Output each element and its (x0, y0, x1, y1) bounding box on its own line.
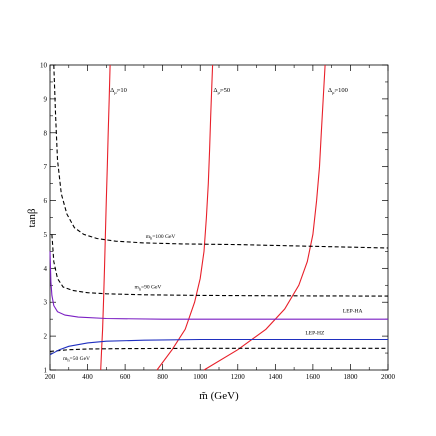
annotation-label: mh=90 GeV (135, 285, 162, 292)
series-line-lep-hz (49, 338, 388, 356)
y-axis-title: tanβ (26, 208, 38, 227)
y-tick-label: 4 (44, 265, 48, 273)
x-tick-label: 1200 (231, 373, 246, 381)
y-tick-label: 9 (44, 95, 48, 103)
series-line-100 (203, 64, 326, 371)
y-tick-label: 6 (44, 197, 48, 205)
series-line-10 (100, 64, 111, 371)
x-tick-label: 200 (45, 373, 56, 381)
annotation-label: Δμ̃=100 (328, 87, 348, 95)
y-tick-label: 1 (44, 367, 48, 375)
x-tick-label: 600 (120, 373, 131, 381)
x-tick-label: 1800 (343, 373, 358, 381)
annotation-label: Δμ̃=10 (110, 87, 127, 95)
series-line-lep-ha (49, 251, 388, 320)
annotation-label: mh=50 GeV (63, 356, 90, 363)
x-tick-label: 1400 (268, 373, 283, 381)
x-axis-title: m̃ (GeV) (199, 390, 239, 402)
annotations: Δμ̃=10 Δμ̃=50 Δμ̃=100 mh=100 GeV mh=90 GeV mh… (63, 87, 362, 363)
annotation-label: Δμ̃=50 (213, 87, 230, 95)
y-tick-label: 7 (44, 163, 48, 171)
annotation-label: mh=100 GeV (146, 234, 176, 241)
plot-frame (49, 64, 389, 371)
series-line-m-h-50-gev (49, 347, 388, 352)
series-line-m-h-100-gev (53, 64, 389, 249)
y-tick-label: 3 (44, 299, 48, 307)
annotation-label: LEP-HA (343, 308, 363, 314)
x-tick-label: 800 (157, 373, 168, 381)
axis-ticks (49, 64, 389, 371)
annotation-label: LEP-HZ (305, 330, 325, 336)
x-tick-label: 2000 (381, 373, 396, 381)
series-layer (49, 64, 389, 371)
x-tick-label: 1600 (306, 373, 321, 381)
y-tick-label: 10 (40, 62, 48, 70)
tick-labels: 200 400 600 800 1000 1200 1400 1600 1800 2000 1 2 3 4… (40, 62, 396, 382)
x-tick-label: 400 (82, 373, 93, 381)
series-line-50 (156, 64, 214, 371)
x-tick-label: 1000 (193, 373, 208, 381)
series-line-m-h-90-gev (51, 234, 389, 297)
y-tick-label: 5 (44, 231, 48, 239)
y-tick-label: 2 (44, 333, 48, 341)
y-tick-label: 8 (44, 129, 48, 137)
